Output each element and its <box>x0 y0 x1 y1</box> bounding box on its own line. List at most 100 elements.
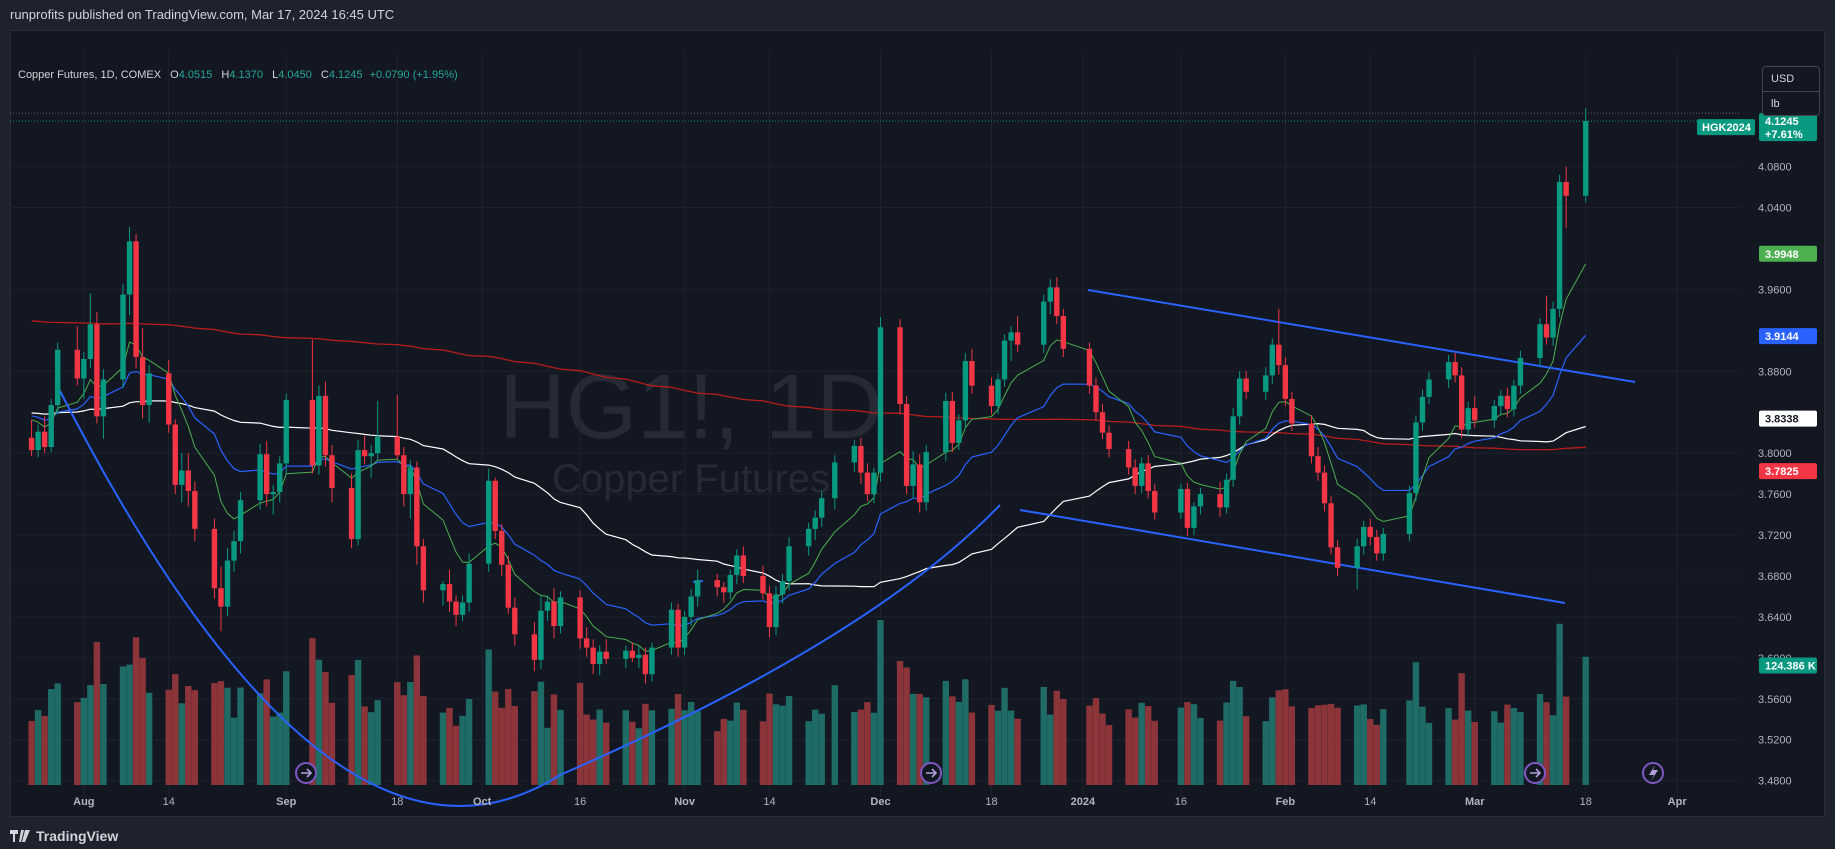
volume-bar <box>687 701 695 785</box>
time-tick-label: 14 <box>1364 796 1376 808</box>
candle-body <box>1465 408 1471 430</box>
candle-body <box>368 453 374 457</box>
currency-unit-menu[interactable]: USD lb <box>1762 66 1820 116</box>
candle-body <box>786 546 792 582</box>
volume-bar <box>165 689 172 785</box>
volume-bar <box>635 728 643 785</box>
sma-200-line <box>31 320 1586 451</box>
volume-bar <box>1190 704 1198 785</box>
candle-body <box>420 546 427 591</box>
candle-body <box>1426 379 1432 397</box>
legend-change: +0.0790 (+1.95%) <box>369 69 458 81</box>
volume-bar <box>1151 720 1158 785</box>
candle-body <box>544 601 551 611</box>
candle-body <box>851 445 858 463</box>
candle-body <box>773 594 779 628</box>
volume-bar <box>1510 707 1518 785</box>
candle-body <box>603 651 609 659</box>
candle-body <box>1093 385 1099 413</box>
candle-body <box>81 359 87 379</box>
volume-bar <box>1556 623 1563 785</box>
price-tick-label: 4.0400 <box>1758 203 1792 215</box>
candle-body <box>41 431 48 448</box>
volume-bar <box>459 715 466 785</box>
candle-body <box>1583 121 1589 196</box>
candle-body <box>361 450 368 457</box>
volume-bar <box>230 717 238 785</box>
time-tick-label: Nov <box>674 796 696 808</box>
candle-body <box>407 467 414 495</box>
volume-bar <box>831 685 838 785</box>
volume-bar <box>139 657 146 785</box>
time-tick-label: Dec <box>870 796 890 808</box>
price-badge-text: 3.7825 <box>1765 466 1799 478</box>
volume-bar <box>1380 709 1387 785</box>
time-tick-label: Apr <box>1668 796 1688 808</box>
tradingview-logo[interactable]: TradingView <box>10 828 118 844</box>
candle-body <box>224 560 231 607</box>
volume-bar <box>1406 700 1413 785</box>
symbol-legend[interactable]: Copper Futures, 1D, COMEX O4.0515 H4.137… <box>18 69 458 81</box>
candle-body <box>139 356 146 406</box>
volume-bar <box>583 714 590 785</box>
arrow-icon <box>301 768 313 778</box>
volume-bar <box>1288 706 1296 785</box>
candle-body <box>394 436 400 456</box>
volume-bar <box>694 710 701 785</box>
volume-bar <box>1412 662 1420 785</box>
volume-bar <box>224 687 231 785</box>
candle-body <box>649 647 655 675</box>
volume-bar <box>276 712 283 785</box>
volume-bar <box>283 671 290 785</box>
candle-body <box>766 593 773 628</box>
candle-body <box>172 424 178 485</box>
candle-body <box>401 455 407 495</box>
candle-body <box>263 454 270 495</box>
candle-body <box>1047 287 1053 302</box>
time-tick-label: 18 <box>1580 796 1592 808</box>
volume-bar <box>1367 719 1374 785</box>
candle-body <box>1289 398 1295 424</box>
candle-body <box>583 638 590 648</box>
axes: 4.0800 4.0400 3.9600 3.8800 3.8000 3.7600 3.72… <box>73 162 1792 808</box>
volume-bar <box>1184 702 1191 785</box>
price-badge-sma200 <box>1759 463 1817 480</box>
candle-body <box>1472 408 1478 421</box>
volume-bar <box>439 712 447 785</box>
volume-bar <box>1582 656 1589 785</box>
volume-bar <box>465 698 473 785</box>
price-tick-label: 3.4800 <box>1758 776 1792 788</box>
candle-body <box>120 294 126 380</box>
volume-bar <box>811 709 819 785</box>
price-tick-label: 3.5200 <box>1758 735 1792 747</box>
volume-bar <box>1419 706 1426 785</box>
candle-body <box>694 580 701 597</box>
volume-bar <box>759 721 767 785</box>
rounding-bottom-curve <box>57 386 1001 807</box>
volume-bar <box>80 697 88 785</box>
volume-bar <box>374 700 381 785</box>
price-tick-label: 3.8000 <box>1758 448 1792 460</box>
tradingview-logo-icon <box>10 830 30 842</box>
candle-body <box>355 450 361 540</box>
candle-body <box>316 395 322 466</box>
footer-bar: TradingView <box>0 820 1835 849</box>
volume-bar <box>100 684 107 785</box>
volume-bar <box>1282 689 1289 785</box>
candle-body <box>832 462 838 499</box>
legend-symbol: Copper Futures, 1D, COMEX <box>18 69 162 81</box>
legend-close-value: 4.1245 <box>328 69 363 81</box>
currency-button[interactable]: USD <box>1763 67 1819 92</box>
candle-body <box>916 464 923 503</box>
volume-bar <box>87 685 94 785</box>
unit-button[interactable]: lb <box>1771 98 1780 110</box>
candle-body <box>492 480 498 531</box>
price-tick-label: 3.8800 <box>1758 366 1792 378</box>
candle-body <box>675 609 681 648</box>
candle-body <box>864 472 871 495</box>
candle-body <box>858 445 864 473</box>
volume-bar <box>805 721 812 785</box>
volume-bar <box>74 702 81 785</box>
volume-bar <box>544 727 551 785</box>
